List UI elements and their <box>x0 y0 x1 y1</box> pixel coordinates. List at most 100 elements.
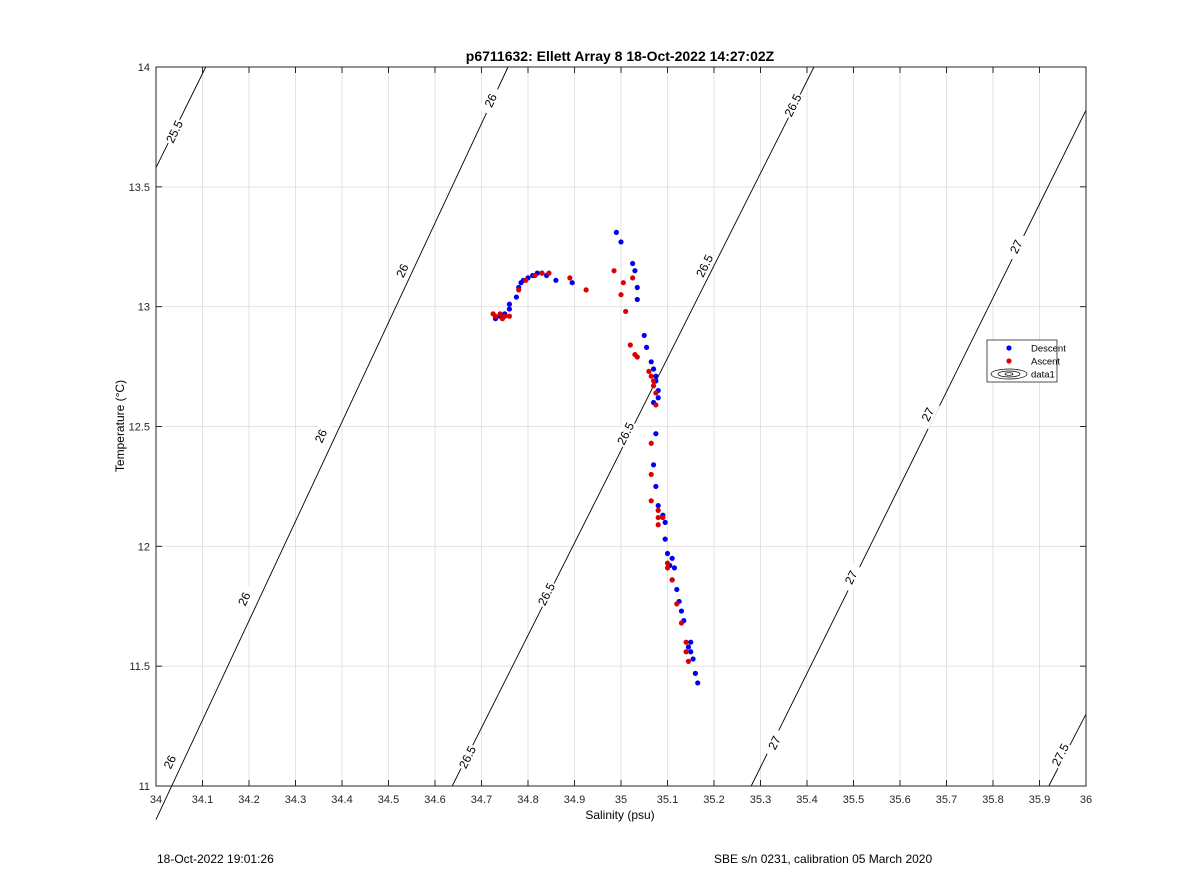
ascent-point <box>674 601 680 607</box>
ascent-point <box>669 577 675 583</box>
chart-title: p6711632: Ellett Array 8 18-Oct-2022 14:… <box>466 48 775 64</box>
ascent-point <box>634 354 640 360</box>
contour-label-bg <box>780 90 806 121</box>
descent-point <box>669 555 675 561</box>
contour-label: 26 <box>482 91 500 109</box>
descent-point <box>613 229 619 235</box>
descent-point <box>569 280 575 286</box>
ascent-point <box>655 507 661 513</box>
x-tick-label: 35.9 <box>1029 794 1050 806</box>
descent-point <box>650 366 657 372</box>
x-tick-label: 34.2 <box>238 794 259 806</box>
x-tick-label: 34 <box>150 794 162 806</box>
ascent-point <box>655 522 661 528</box>
contour-label: 26 <box>312 427 330 445</box>
descent-point <box>648 359 654 365</box>
descent-point <box>653 483 659 490</box>
descent-point <box>618 239 624 245</box>
x-tick-label: 35.8 <box>982 794 1003 806</box>
descent-point <box>674 586 680 593</box>
contour-label: 27 <box>842 568 861 586</box>
timestamp-footer: 18-Oct-2022 19:01:26 <box>157 852 274 866</box>
legend: Descent Ascent data1 <box>986 339 1066 383</box>
contour-label-bg <box>309 421 333 451</box>
x-tick-label: 35.1 <box>657 794 678 806</box>
x-tick-label: 34.5 <box>378 794 399 806</box>
x-tick-label: 34.8 <box>517 794 538 806</box>
y-tick-label: 14 <box>138 62 150 74</box>
descent-point <box>690 656 696 662</box>
contour-label: 26 <box>161 753 179 771</box>
ascent-point <box>648 471 654 478</box>
contour-label: 27 <box>765 733 784 751</box>
legend-contour-icon <box>990 368 1028 380</box>
ascent-point <box>583 287 589 293</box>
ascent-point <box>653 402 659 408</box>
descent-point <box>678 608 685 614</box>
y-tick-label: 13.5 <box>129 182 150 194</box>
descent-point <box>506 301 512 307</box>
legend-contour-icon <box>997 370 1021 378</box>
contour-label-bg <box>232 584 257 614</box>
x-tick-label: 35 <box>615 794 627 806</box>
ascent-point <box>497 311 503 317</box>
x-tick-label: 34.3 <box>285 794 306 806</box>
x-tick-label: 34.9 <box>564 794 585 806</box>
axis-ticks: 34 34.1 34.2 34.3 34.4 34.5 34.6 34.7 34.8 34.9 35… <box>129 62 1093 806</box>
y-tick-label: 11 <box>139 781 150 793</box>
y-tick-label: 12.5 <box>129 422 150 434</box>
ascent-point <box>685 658 692 664</box>
ascent-point <box>499 316 506 322</box>
contour-label: 27 <box>919 405 938 423</box>
descent-point <box>506 306 512 312</box>
contour-label-bg <box>762 728 787 758</box>
ascent-point <box>664 560 671 566</box>
legend-label: Ascent <box>1031 357 1060 368</box>
contour-label: 26 <box>235 590 253 608</box>
ascent-point <box>648 440 654 446</box>
ascent-point <box>646 368 652 374</box>
x-tick-label: 35.5 <box>843 794 864 806</box>
descent-point <box>685 644 692 650</box>
ascent-point <box>506 313 512 319</box>
descent-point <box>688 639 694 645</box>
ascent-point <box>523 277 529 283</box>
descent-point <box>662 536 668 542</box>
descent-point <box>653 373 659 379</box>
contour-label-bg <box>839 562 864 593</box>
contour-label-bg <box>390 255 415 286</box>
contour-line <box>155 66 207 168</box>
contour-label: 26 <box>393 261 411 279</box>
contour-label-bg <box>1048 740 1073 770</box>
ascent-point <box>648 498 654 504</box>
ascent-point <box>618 292 624 298</box>
ascent-point <box>567 275 573 281</box>
descent-point <box>553 277 559 283</box>
contour-label-bg <box>534 579 559 610</box>
contour-label-bg <box>162 116 187 147</box>
contour-label-bg <box>613 418 638 449</box>
x-axis-label: Salinity (psu) <box>585 808 654 822</box>
x-tick-label: 35.3 <box>750 794 771 806</box>
y-tick-label: 13 <box>138 302 150 314</box>
y-axis-label: Temperature (°C) <box>113 380 127 472</box>
ascent-point <box>532 272 538 279</box>
x-tick-label: 34.7 <box>471 794 492 806</box>
legend-label: data1 <box>1031 370 1055 381</box>
contour-label-bg <box>1004 231 1029 262</box>
data-points <box>490 229 701 686</box>
ascent-point <box>623 308 629 315</box>
calibration-footer: SBE s/n 0231, calibration 05 March 2020 <box>714 852 933 866</box>
contour-line <box>155 66 509 820</box>
legend-label: Descent <box>1031 344 1066 355</box>
descent-point <box>655 395 661 401</box>
x-tick-label: 35.2 <box>703 794 724 806</box>
descent-point <box>513 294 519 300</box>
ascent-point <box>650 383 657 389</box>
descent-point <box>630 260 636 267</box>
descent-point <box>641 332 647 339</box>
descent-point <box>692 670 699 676</box>
descent-point <box>643 344 650 351</box>
contour-label-bg <box>478 85 503 116</box>
